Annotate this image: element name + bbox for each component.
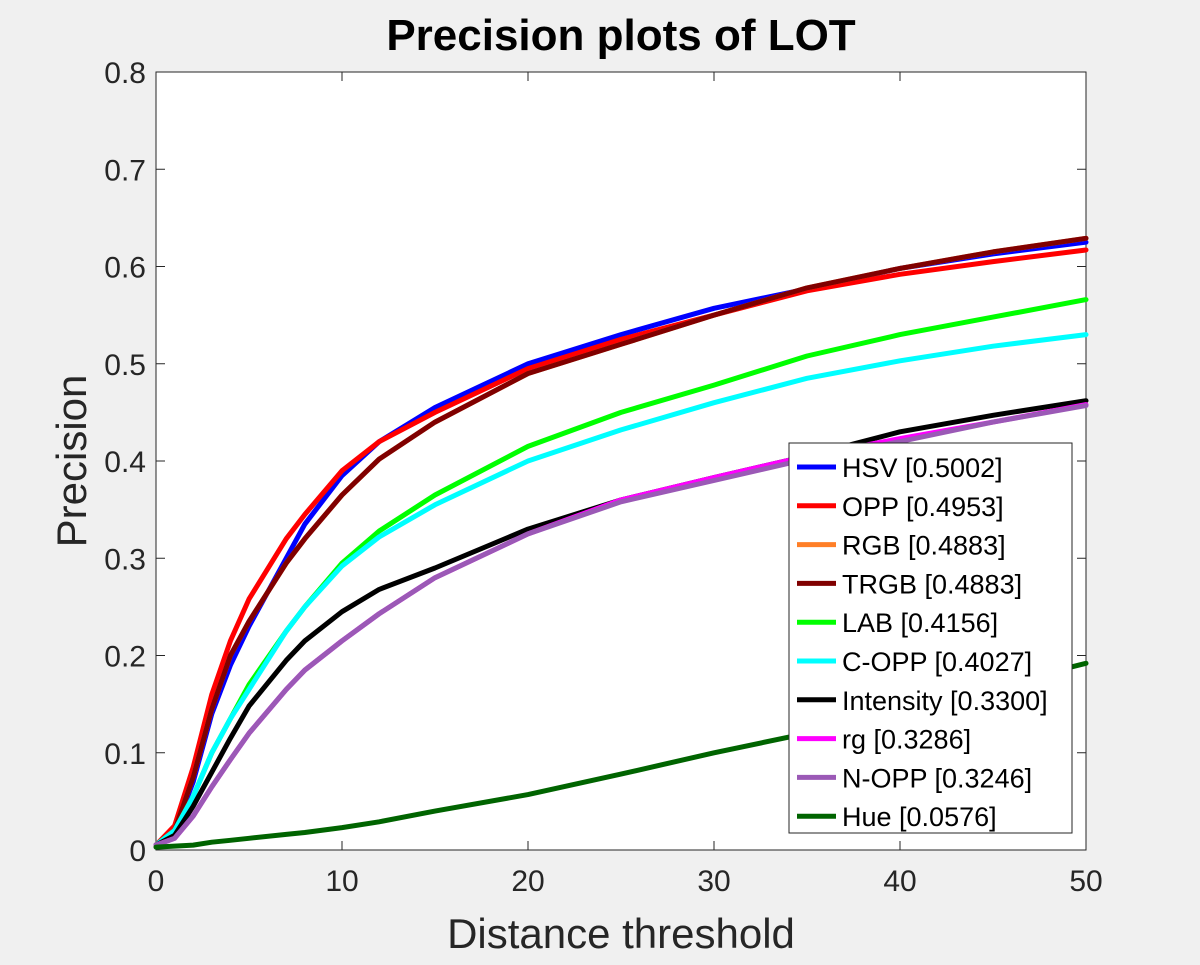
y-tick-label: 0.7 [104,154,146,187]
y-tick-label: 0.1 [104,738,146,771]
y-axis-label: Precision [48,375,95,548]
x-axis-label: Distance threshold [447,910,795,957]
legend-label-9: N-OPP [0.3246] [842,763,1032,793]
legend-label-2: OPP [0.4953] [842,492,1004,522]
legend-label-8: rg [0.3286] [842,725,971,755]
y-tick-label: 0.5 [104,349,146,382]
chart-title: Precision plots of LOT [386,11,855,60]
y-tick-label: 0.2 [104,641,146,674]
x-tick-label: 20 [511,865,544,898]
x-tick-label: 10 [325,865,358,898]
x-tick-label: 50 [1069,865,1102,898]
legend-box [788,442,1073,834]
y-tick-label: 0.3 [104,543,146,576]
axis-ticks: 0 10 20 30 40 50 0 0.1 0.2 0.3 0.4 0.5 0.6 0.7 0.8 [104,57,1102,898]
legend-label-7: Intensity [0.3300] [842,686,1048,716]
y-tick-label: 0 [129,835,146,868]
y-tick-label: 0.8 [104,57,146,90]
legend-label-4: TRGB [0.4883] [842,569,1022,599]
y-tick-label: 0.6 [104,252,146,285]
legend-label-5: LAB [0.4156] [842,608,998,638]
legend: HSV [0.5002] OPP [0.4953] RGB [0.4883] TRGB… [788,442,1073,834]
legend-label-6: C-OPP [0.4027] [842,647,1032,677]
x-tick-label: 40 [883,865,916,898]
y-tick-label: 0.4 [104,446,146,479]
legend-label-3: RGB [0.4883] [842,531,1006,561]
series-line-4 [153,235,1089,848]
x-tick-label: 30 [697,865,730,898]
legend-label-1: HSV [0.5002] [842,453,1003,483]
series-line-6 [153,332,1089,848]
legend-label-10: Hue [0.0576] [842,802,997,832]
x-tick-label: 0 [148,865,165,898]
series-line-2 [153,247,1089,848]
